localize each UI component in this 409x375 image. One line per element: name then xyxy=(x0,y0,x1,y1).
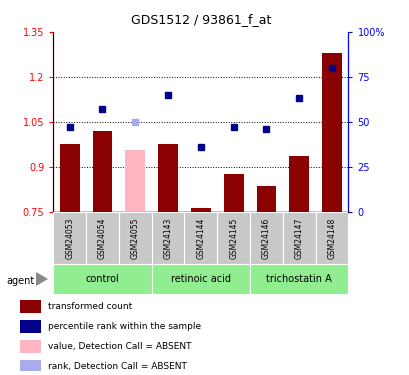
Bar xyxy=(151,212,184,264)
Text: retinoic acid: retinoic acid xyxy=(171,274,230,284)
Text: trichostatin A: trichostatin A xyxy=(266,274,331,284)
Text: control: control xyxy=(85,274,119,284)
Bar xyxy=(289,156,308,212)
Text: rank, Detection Call = ABSENT: rank, Detection Call = ABSENT xyxy=(48,362,187,371)
Bar xyxy=(315,212,348,264)
Text: GSM24145: GSM24145 xyxy=(229,217,238,259)
Bar xyxy=(223,174,243,212)
Bar xyxy=(321,53,341,212)
Bar xyxy=(249,264,348,294)
Bar xyxy=(217,212,249,264)
Bar xyxy=(53,212,86,264)
Bar xyxy=(249,212,282,264)
Text: GSM24143: GSM24143 xyxy=(163,217,172,259)
Text: transformed count: transformed count xyxy=(48,302,133,311)
Bar xyxy=(151,264,249,294)
Bar xyxy=(191,208,210,212)
Bar xyxy=(60,144,79,212)
Text: GSM24148: GSM24148 xyxy=(327,217,336,259)
Text: GSM24054: GSM24054 xyxy=(98,217,107,259)
Bar xyxy=(53,264,151,294)
Polygon shape xyxy=(36,272,48,286)
Bar xyxy=(158,144,178,212)
Bar xyxy=(20,320,41,333)
Text: value, Detection Call = ABSENT: value, Detection Call = ABSENT xyxy=(48,342,191,351)
Text: GSM24053: GSM24053 xyxy=(65,217,74,259)
Text: GSM24144: GSM24144 xyxy=(196,217,205,259)
Text: GSM24055: GSM24055 xyxy=(130,217,139,259)
Bar xyxy=(256,186,276,212)
Text: GSM24146: GSM24146 xyxy=(261,217,270,259)
Bar xyxy=(184,212,217,264)
Bar xyxy=(92,131,112,212)
Bar xyxy=(20,360,41,374)
Text: agent: agent xyxy=(6,276,34,285)
Bar xyxy=(20,300,41,313)
Bar xyxy=(125,150,145,212)
Text: percentile rank within the sample: percentile rank within the sample xyxy=(48,322,201,332)
Bar xyxy=(86,212,119,264)
Text: GDS1512 / 93861_f_at: GDS1512 / 93861_f_at xyxy=(130,13,270,26)
Text: GSM24147: GSM24147 xyxy=(294,217,303,259)
Bar xyxy=(119,212,151,264)
Bar xyxy=(20,340,41,354)
Bar xyxy=(282,212,315,264)
